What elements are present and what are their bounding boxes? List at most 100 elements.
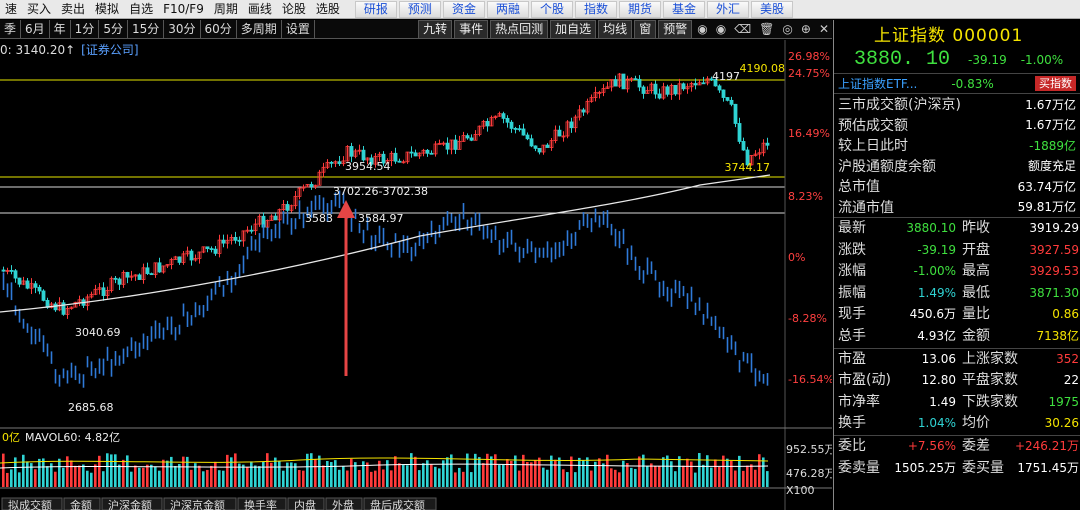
period-tab[interactable]: 15分 — [128, 19, 165, 39]
latest-price: 3880. 10 — [854, 48, 951, 71]
kline-chart[interactable]: 26.98% 24.75% 16.49% 8.23% 0% -8.28% -16.54% 41… — [0, 40, 832, 510]
toolbar-button[interactable]: 九转 — [418, 19, 453, 39]
candle-body — [165, 264, 170, 267]
menu-item[interactable]: 画线 — [247, 1, 272, 16]
period-tab[interactable]: 1分 — [71, 19, 100, 39]
candle-body — [385, 160, 390, 164]
candle-body — [733, 103, 738, 124]
etf-link[interactable]: 上证指数ETF... — [838, 77, 918, 91]
candle-body — [581, 109, 586, 113]
menu-item[interactable]: 选股 — [315, 1, 340, 16]
volume-bar — [746, 465, 749, 487]
volume-bar — [546, 469, 549, 487]
indicator-tab[interactable] — [1, 497, 63, 510]
candle-body — [693, 83, 698, 86]
price-annotation: 3702.26-3702.38 — [333, 185, 428, 198]
candle-body — [345, 146, 350, 162]
candle-body — [25, 280, 30, 289]
toolbar-button[interactable]: 加自选 — [550, 19, 597, 39]
period-tab[interactable]: 季 — [0, 19, 22, 39]
menu-item[interactable]: 买入 — [27, 1, 52, 16]
stat-label: 三市成交额(沪深京) — [838, 97, 961, 114]
nav-pill[interactable]: 基金 — [663, 0, 706, 18]
toolbar-button[interactable]: 事件 — [454, 19, 489, 39]
volume-bar — [122, 459, 125, 487]
indicator-tab[interactable] — [63, 497, 101, 510]
indicator-tab-label[interactable]: 盘后成交额 — [370, 498, 425, 510]
nav-pill[interactable]: 外汇 — [707, 0, 750, 18]
clear-icon[interactable]: ⌫ — [734, 21, 752, 36]
indicator-tab-label[interactable]: 外盘 — [332, 498, 354, 510]
volume-label: 0亿 — [2, 431, 20, 444]
field-value: 3880.10 — [906, 221, 956, 235]
toolbar-button[interactable]: 窗 — [634, 19, 657, 39]
eye-icon[interactable]: ◉ — [715, 21, 727, 36]
nav-pill[interactable]: 资金 — [442, 0, 485, 18]
menu-item[interactable]: 论股 — [281, 1, 306, 16]
nav-pill[interactable]: 研报 — [354, 0, 397, 18]
indicator-tab[interactable] — [287, 497, 325, 510]
volume-bar — [554, 459, 557, 487]
percent-axis-label: -16.54% — [788, 373, 832, 386]
indicator-tab[interactable] — [163, 497, 237, 510]
toolbar-button[interactable]: 热点回测 — [490, 19, 549, 39]
eye-icon[interactable]: ◉ — [697, 21, 708, 36]
indicator-tab-label[interactable]: 沪深金额 — [108, 498, 152, 510]
menu-item[interactable]: 自选 — [129, 1, 154, 16]
indicator-tab-label[interactable]: 沪深京金额 — [170, 498, 225, 510]
volume-bar — [130, 471, 133, 487]
period-tab[interactable]: 多周期 — [237, 19, 282, 39]
indicator-tab[interactable] — [325, 497, 363, 510]
volume-bar — [246, 467, 249, 487]
toolbar-button[interactable]: 预警 — [658, 19, 693, 39]
period-tab[interactable]: 年 — [50, 19, 71, 39]
period-tab[interactable]: 60分 — [201, 19, 237, 39]
add-icon[interactable]: ⊕ — [800, 21, 811, 36]
period-tab[interactable]: 6月 — [21, 19, 50, 39]
period-tab[interactable]: 设置 — [282, 19, 315, 39]
nav-pill[interactable]: 期货 — [619, 0, 662, 18]
menu-item[interactable]: F10/F9 — [163, 1, 204, 16]
close-icon[interactable]: ✕ — [818, 21, 829, 36]
menu-item[interactable]: 周期 — [213, 1, 238, 16]
indicator-tab[interactable] — [237, 497, 287, 510]
indicator-tab[interactable] — [101, 497, 163, 510]
volume-bar — [458, 467, 461, 487]
volume-bar — [590, 470, 593, 487]
candle-body — [129, 275, 134, 278]
delete-icon[interactable]: 🗑 — [759, 21, 775, 36]
volume-bar — [550, 455, 553, 487]
buy-index-button[interactable]: 买指数 — [1035, 76, 1076, 91]
candle-body — [17, 277, 22, 285]
sector-tag[interactable]: [证券公司] — [81, 43, 139, 57]
price-annotation: 3040.69 — [75, 326, 121, 339]
nav-pill[interactable]: 美股 — [751, 0, 794, 18]
nav-pill[interactable]: 指数 — [574, 0, 617, 18]
candle-body — [629, 78, 634, 81]
indicator-tab-label[interactable]: 金额 — [70, 498, 92, 510]
menu-item[interactable]: 速 — [5, 1, 18, 16]
indicator-tab-label[interactable]: 换手率 — [244, 498, 277, 510]
nav-pill[interactable]: 预测 — [398, 0, 441, 18]
menu-item[interactable]: 模拟 — [95, 1, 120, 16]
candle-body — [245, 229, 250, 232]
period-tab[interactable]: 5分 — [99, 19, 128, 39]
candle-body — [457, 140, 462, 150]
volume-bar — [638, 456, 641, 487]
period-tab[interactable]: 30分 — [164, 19, 201, 39]
nav-pill[interactable]: 个股 — [530, 0, 573, 18]
field-value: 22 — [1063, 373, 1079, 388]
indicator-tab-label[interactable]: 内盘 — [294, 498, 316, 510]
toolbar-button[interactable]: 均线 — [598, 19, 633, 39]
candle-body — [9, 270, 14, 272]
indicator-tab-label[interactable]: 拟成交额 — [8, 498, 52, 510]
volume-bar — [146, 464, 149, 487]
indicator-tab[interactable] — [363, 497, 437, 510]
menu-item[interactable]: 卖出 — [61, 1, 86, 16]
percent-axis-label: 16.49% — [788, 127, 830, 140]
volume-bar — [490, 456, 493, 487]
circle-icon[interactable]: ◎ — [782, 21, 793, 36]
nav-pill[interactable]: 两融 — [486, 0, 529, 18]
volume-bar — [346, 470, 349, 487]
candle-body — [205, 246, 210, 249]
